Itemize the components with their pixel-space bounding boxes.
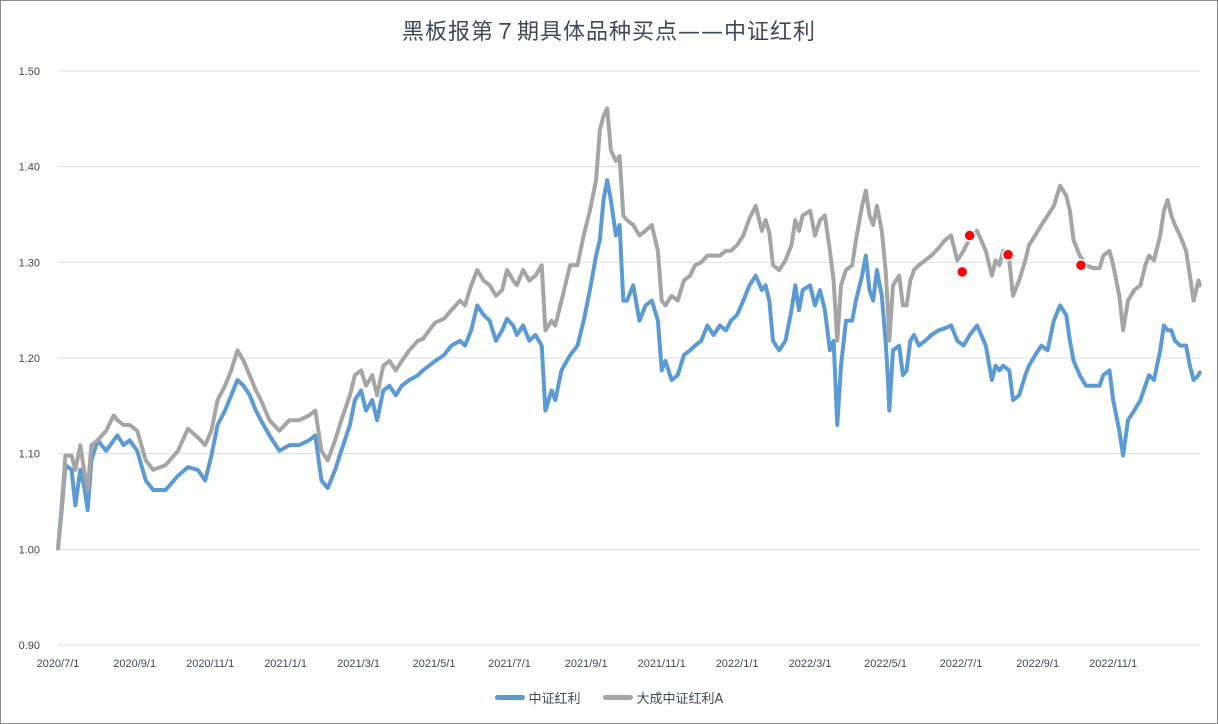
- legend-swatch-0: [494, 695, 525, 700]
- x-tick-label: 2020/9/1: [113, 658, 156, 670]
- buy-point-marker: [1001, 248, 1015, 261]
- chart-title: 黑板报第７期具体品种买点——中证红利: [401, 20, 816, 45]
- legend-swatch-1: [602, 695, 633, 700]
- series-line-1: [56, 106, 1202, 551]
- x-tick-label: 2020/11/1: [186, 658, 234, 670]
- x-tick-label: 2021/5/1: [413, 658, 456, 670]
- x-tick-label: 2022/3/1: [789, 658, 832, 670]
- x-tick-label: 2022/1/1: [716, 658, 759, 670]
- legend-item-0: 中证红利: [494, 688, 581, 707]
- y-tick-label: 1.40: [19, 162, 40, 174]
- legend: 中证红利 大成中证红利A: [0, 688, 1218, 707]
- y-tick-label: 1.50: [19, 66, 40, 78]
- x-tick-label: 2021/3/1: [337, 658, 380, 670]
- buy-point-marker: [963, 229, 976, 242]
- x-tick-label: 2021/1/1: [264, 658, 307, 670]
- x-tick-label: 2021/11/1: [638, 658, 686, 670]
- buy-point-marker: [955, 265, 969, 279]
- legend-label-0: 中证红利: [528, 692, 581, 707]
- y-tick-label: 1.10: [19, 449, 40, 461]
- y-tick-label: 1.30: [19, 257, 40, 269]
- buy-point-marker: [1074, 258, 1088, 272]
- series-line-0: [56, 178, 1202, 551]
- y-tick-label: 0.90: [19, 640, 40, 652]
- legend-item-1: 大成中证红利A: [602, 688, 724, 707]
- y-tick-label: 1.20: [19, 353, 40, 365]
- x-tick-label: 2022/11/1: [1089, 658, 1137, 670]
- x-tick-label: 2021/9/1: [565, 658, 608, 670]
- legend-label-1: 大成中证红利A: [636, 692, 724, 707]
- x-tick-label: 2020/7/1: [37, 658, 80, 670]
- x-tick-label: 2022/5/1: [864, 658, 907, 670]
- y-tick-label: 1.00: [19, 544, 40, 556]
- x-tick-label: 2021/7/1: [488, 658, 531, 670]
- x-tick-label: 2022/7/1: [940, 658, 983, 670]
- x-tick-label: 2022/9/1: [1016, 658, 1059, 670]
